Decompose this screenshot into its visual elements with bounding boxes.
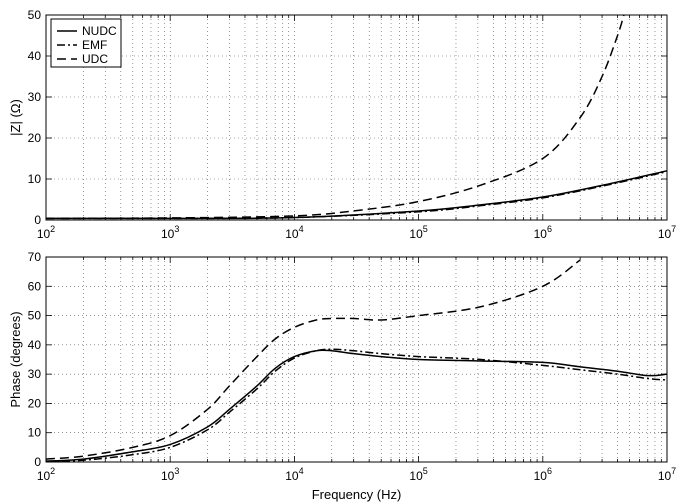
x-tick-label: 104 — [285, 466, 303, 483]
legend-entry-emf: EMF — [82, 38, 107, 52]
x-tick-label: 102 — [37, 224, 55, 241]
x-tick-label: 107 — [658, 224, 676, 241]
series-line-udc — [45, 259, 581, 460]
phase-y-axis-label: Phase (degrees) — [8, 311, 23, 407]
x-tick-base: 10 — [658, 469, 672, 483]
x-tick-base: 10 — [658, 227, 672, 241]
legend-entry-nudc: NUDC — [82, 24, 117, 38]
x-tick-exponent: 6 — [547, 224, 552, 234]
x-tick-exponent: 7 — [671, 466, 676, 476]
y-tick-label: 30 — [28, 90, 42, 104]
x-tick-exponent: 7 — [671, 224, 676, 234]
y-tick-label: 0 — [34, 455, 41, 469]
y-tick-label: 10 — [28, 172, 42, 186]
y-tick-label: 60 — [28, 279, 42, 293]
phase-plot-frame — [45, 256, 668, 463]
x-tick-label: 106 — [534, 224, 552, 241]
x-tick-exponent: 5 — [423, 466, 428, 476]
x-tick-label: 104 — [285, 224, 303, 241]
x-tick-exponent: 4 — [299, 224, 304, 234]
x-tick-label: 106 — [534, 466, 552, 483]
y-tick-label: 40 — [28, 49, 42, 63]
impedance-x-tick-labels: 102 103 104 105 106 107 — [37, 224, 676, 241]
x-tick-label: 107 — [658, 466, 676, 483]
impedance-y-tick-labels: 0 10 20 30 40 50 — [28, 8, 42, 227]
y-tick-label: 40 — [28, 338, 42, 352]
x-tick-exponent: 5 — [423, 224, 428, 234]
x-tick-exponent: 2 — [50, 466, 55, 476]
x-tick-label: 103 — [161, 466, 179, 483]
x-tick-base: 10 — [534, 227, 548, 241]
x-tick-base: 10 — [161, 227, 175, 241]
legend-entry-udc: UDC — [82, 52, 108, 66]
x-tick-base: 10 — [37, 227, 51, 241]
y-tick-label: 20 — [28, 396, 42, 410]
x-tick-exponent: 2 — [50, 224, 55, 234]
x-tick-exponent: 4 — [299, 466, 304, 476]
x-tick-base: 10 — [285, 469, 299, 483]
impedance-plot-frame — [45, 14, 668, 221]
x-tick-label: 105 — [409, 224, 427, 241]
x-tick-base: 10 — [161, 469, 175, 483]
y-tick-label: 50 — [28, 309, 42, 323]
phase-x-tick-labels: 102 103 104 105 106 107 — [37, 466, 676, 483]
phase-y-tick-labels: 0 10 20 30 40 50 60 70 — [28, 250, 42, 469]
legend: NUDC EMF UDC — [50, 18, 122, 68]
x-tick-base: 10 — [409, 469, 423, 483]
series-line-emf — [45, 348, 668, 462]
x-tick-base: 10 — [285, 227, 299, 241]
y-tick-label: 0 — [34, 213, 41, 227]
x-tick-base: 10 — [409, 227, 423, 241]
phase-ticks — [45, 256, 668, 463]
x-tick-exponent: 3 — [174, 466, 179, 476]
y-tick-label: 70 — [28, 250, 42, 264]
series-line-udc — [45, 14, 625, 220]
x-tick-label: 102 — [37, 466, 55, 483]
frequency-x-axis-label: Frequency (Hz) — [312, 487, 402, 502]
y-tick-label: 50 — [28, 8, 42, 22]
x-tick-label: 103 — [161, 224, 179, 241]
x-tick-base: 10 — [534, 469, 548, 483]
x-tick-label: 105 — [409, 466, 427, 483]
y-tick-label: 30 — [28, 367, 42, 381]
x-tick-exponent: 3 — [174, 224, 179, 234]
impedance-ticks — [45, 14, 668, 221]
y-tick-label: 20 — [28, 131, 42, 145]
x-tick-base: 10 — [37, 469, 51, 483]
phase-series — [45, 259, 668, 462]
x-tick-exponent: 6 — [547, 466, 552, 476]
impedance-y-axis-label: |Z| (Ω) — [8, 99, 23, 136]
y-tick-label: 10 — [28, 426, 42, 440]
